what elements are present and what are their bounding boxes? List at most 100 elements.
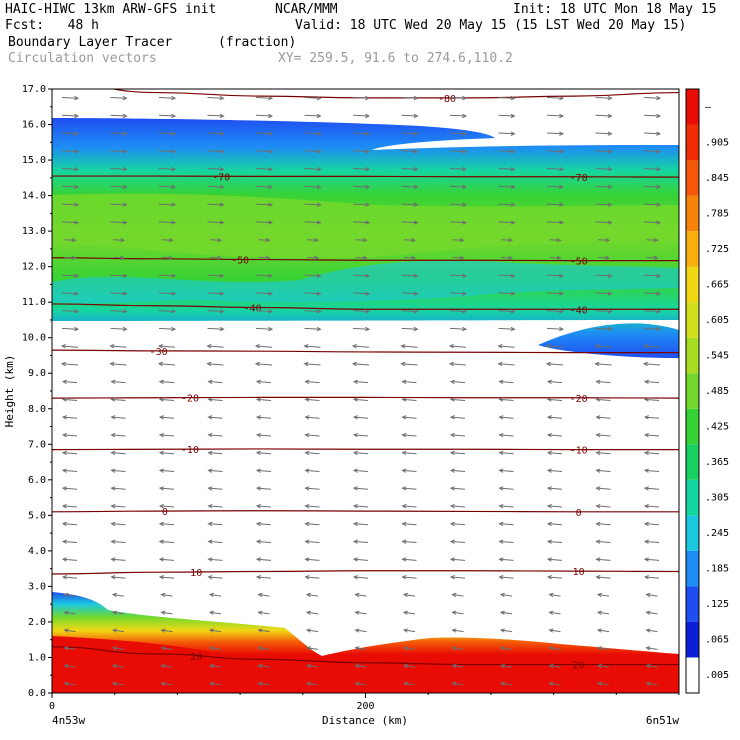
vector-arrow	[111, 592, 125, 598]
vector-arrow	[206, 361, 224, 367]
vector-arrow	[207, 415, 223, 420]
colorbar-swatch	[686, 550, 699, 587]
vector-arrow	[355, 255, 368, 261]
vector-arrow	[546, 166, 565, 172]
vector-arrow	[255, 521, 272, 527]
vector-arrow	[402, 628, 416, 633]
vector-arrow	[63, 646, 76, 651]
vector-arrow	[304, 521, 320, 527]
vector-arrow	[546, 468, 563, 473]
vector-arrow	[643, 539, 660, 544]
colorbar-label: .245	[705, 528, 729, 539]
isotherm-label: -80	[438, 94, 456, 105]
vector-arrow	[643, 379, 660, 385]
vector-arrow	[207, 95, 225, 101]
vector-arrow	[305, 628, 319, 633]
vector-arrow	[449, 309, 468, 314]
vector-arrow	[110, 326, 128, 332]
colorbar-label: .905	[705, 137, 729, 148]
y-tick-label: 1.0	[28, 652, 46, 663]
vector-arrow	[61, 397, 78, 402]
vector-arrow	[64, 237, 77, 243]
vector-arrow	[449, 379, 466, 385]
isotherm-label: -40	[570, 305, 588, 316]
vector-arrow	[110, 468, 126, 473]
vector-arrow	[548, 628, 561, 633]
vector-arrow	[110, 131, 128, 136]
vector-arrow	[451, 628, 464, 633]
vector-arrow	[498, 450, 514, 456]
colorbar-swatch	[686, 337, 699, 374]
vector-arrow	[546, 131, 565, 136]
vector-arrow	[546, 95, 565, 101]
vector-arrow	[498, 468, 514, 473]
vector-arrow	[548, 610, 561, 615]
x-end-location: 6n51w	[646, 714, 679, 727]
vector-arrow	[498, 309, 516, 314]
vector-arrow	[595, 397, 611, 402]
vector-arrow	[110, 273, 128, 278]
vector-arrow	[352, 220, 371, 225]
vector-arrow	[304, 184, 322, 190]
vector-arrow	[546, 326, 565, 332]
vector-arrow	[594, 361, 612, 367]
vector-arrow	[546, 149, 565, 154]
vector-arrow	[255, 326, 274, 332]
vector-arrow	[110, 575, 126, 580]
vector-label: Circulation vectors	[8, 51, 157, 66]
vector-arrow	[255, 113, 274, 119]
vector-arrow	[352, 397, 369, 402]
vector-arrow	[110, 521, 126, 527]
isotherm-line	[52, 175, 679, 178]
vector-arrow	[643, 309, 662, 314]
vector-arrow	[111, 646, 125, 651]
y-tick-label: 15.0	[22, 155, 46, 166]
vector-arrow	[63, 663, 76, 669]
vector-arrow	[595, 273, 613, 278]
vector-arrow	[498, 503, 514, 509]
vector-arrow	[351, 361, 370, 367]
vector-arrow	[61, 486, 78, 491]
vector-arrow	[401, 326, 419, 332]
vector-arrow	[207, 220, 225, 225]
vector-arrow	[207, 113, 225, 119]
vector-arrow	[207, 575, 223, 580]
vector-arrow	[258, 237, 271, 243]
vector-arrow	[595, 184, 613, 190]
vector-arrow	[595, 95, 613, 101]
vector-arrow	[642, 361, 661, 367]
vector-arrow	[497, 361, 515, 367]
vector-arrow	[596, 663, 610, 669]
vector-arrow	[499, 663, 513, 669]
vector-arrow	[449, 291, 468, 296]
y-axis-label: Height (km)	[3, 355, 16, 428]
vector-arrow	[595, 432, 611, 438]
vector-arrow	[160, 681, 173, 686]
x-tick-label: 200	[356, 701, 374, 712]
isotherm-label: -20	[570, 394, 588, 405]
y-tick-label: 5.0	[28, 510, 46, 521]
isotherm-line	[52, 510, 679, 513]
vector-arrow	[449, 202, 468, 207]
vector-arrow	[595, 326, 613, 332]
vector-arrow	[304, 326, 322, 332]
vector-arrow	[158, 309, 177, 314]
vector-arrow	[449, 397, 466, 402]
vector-arrow	[255, 503, 272, 509]
colorbar-swatch	[686, 302, 699, 338]
colorbar-label: .005	[705, 670, 729, 681]
vector-arrow	[304, 468, 320, 473]
colorbar-swatch	[686, 657, 699, 693]
vector-arrow	[500, 255, 514, 261]
vector-arrow	[595, 220, 613, 225]
colorbar-label: .365	[705, 457, 729, 468]
isotherm-label: -40	[244, 303, 262, 314]
colorbar-swatch	[686, 195, 699, 232]
vector-arrow	[157, 361, 176, 367]
y-tick-label: 0.0	[28, 688, 46, 699]
vector-arrow	[158, 415, 175, 420]
vector-arrow	[158, 149, 177, 154]
vector-arrow	[597, 255, 611, 261]
vector-arrow	[498, 326, 516, 332]
vector-arrow	[110, 184, 128, 190]
